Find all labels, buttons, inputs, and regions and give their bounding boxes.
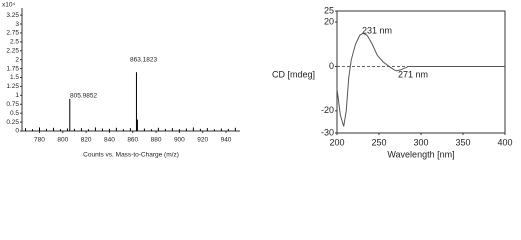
x-tick-label: 300: [413, 137, 428, 147]
x-tick-label: 880: [151, 137, 162, 144]
y-tick-label: 1: [15, 92, 19, 99]
x-tick-label: 780: [34, 137, 45, 144]
annotation: 863.1823: [130, 57, 157, 64]
x-tick-label: 400: [497, 137, 512, 147]
figure: 0 0.25 0.5 0.75 1 1.25 1.5 1.75 22.25 2.5 2.75 3 3.2…: [2, 2, 513, 160]
y-tick-label: 0: [329, 61, 334, 71]
x-tick-label: 940: [221, 137, 232, 144]
y-tick-label: 2.75: [6, 30, 19, 37]
y-tick-label: 0.5: [10, 110, 19, 117]
x-tick-label: 350: [455, 137, 470, 147]
y-tick-label: 0: [15, 128, 19, 135]
y-tick-label: 1.25: [6, 83, 19, 90]
y-tick-label: 1.5: [10, 74, 19, 81]
y-tick-label: 1.75: [6, 65, 19, 72]
x-tick-label: 820: [81, 137, 92, 144]
y-tick-label: -30: [321, 127, 334, 137]
y-tick-label: 0.25: [6, 119, 19, 126]
x-tick-label: 800: [57, 137, 68, 144]
x-tick-label: 860: [127, 137, 138, 144]
y-tick-label: 25: [324, 5, 334, 15]
y-tick-label: 2: [15, 56, 19, 63]
cd-line: [336, 32, 505, 127]
y-label: CD [mdeg]: [272, 69, 315, 79]
y-tick-label: 2.5: [10, 39, 19, 46]
y-tick-label: 3: [15, 21, 19, 28]
x-tick-label: 920: [197, 137, 208, 144]
x-tick-label: 900: [174, 137, 185, 144]
y-tick-label: 20: [324, 16, 334, 26]
y-unit-label: x10⁴: [2, 2, 15, 9]
x-tick-label: 840: [104, 137, 115, 144]
annotation: 805.9852: [70, 93, 97, 100]
x-label: Wavelength [nm]: [387, 149, 454, 159]
x-tick-label: 200: [329, 137, 344, 147]
y-tick-label: 3.25: [6, 12, 19, 19]
chart: 0 0.25 0.5 0.75 1 1.25 1.5 1.75 22.25 2.5 2.75 3 3.2…: [2, 2, 240, 159]
annotation: 271 nm: [398, 69, 428, 79]
y-tick-label: 0.75: [6, 101, 19, 108]
y-tick-label: 2.25: [6, 48, 19, 55]
y-tick-label: -20: [321, 105, 334, 115]
annotation: 231 nm: [362, 25, 392, 35]
x-tick-label: 250: [371, 137, 386, 147]
x-label: Counts vs. Mass-to-Charge (m/z): [83, 152, 179, 159]
